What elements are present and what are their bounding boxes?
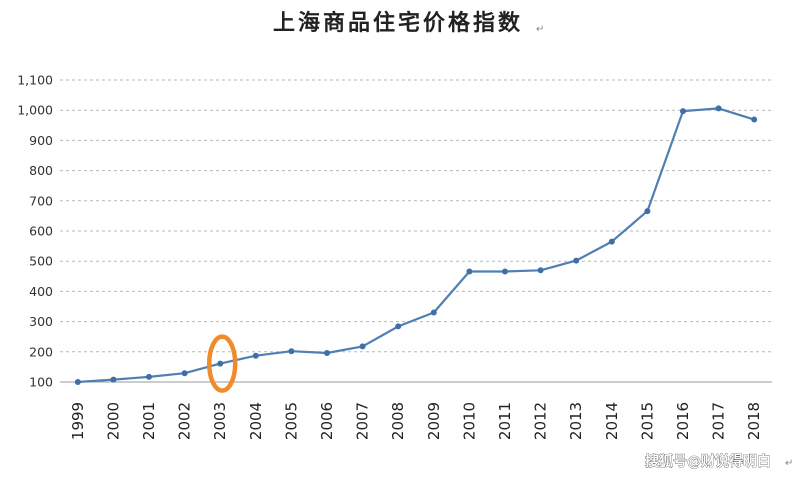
grid-lines <box>60 79 772 353</box>
data-point <box>608 238 615 245</box>
y-tick-label: 600 <box>29 224 53 239</box>
x-tick-label: 2010 <box>460 402 478 440</box>
data-points <box>74 105 758 385</box>
x-tick-label: 2004 <box>247 402 265 440</box>
data-point <box>74 379 81 385</box>
watermark-paragraph-mark: ↵ <box>785 458 793 469</box>
data-point <box>430 309 437 316</box>
data-point <box>181 370 188 377</box>
data-point <box>573 257 580 264</box>
x-tick-label: 2012 <box>532 402 550 440</box>
x-tick-label: 2008 <box>389 402 407 440</box>
data-point <box>680 108 686 115</box>
x-tick-label: 2018 <box>745 402 763 440</box>
x-tick-label: 2005 <box>282 402 300 440</box>
x-tick-label: 1999 <box>69 402 87 440</box>
x-tick-label: 2007 <box>354 402 372 440</box>
x-tick-label: 2000 <box>104 402 122 440</box>
x-tick-label: 2016 <box>674 402 692 440</box>
data-point <box>146 373 152 380</box>
data-point <box>324 350 330 357</box>
y-tick-label: 400 <box>29 284 53 299</box>
title-paragraph-mark: ↵ <box>536 24 544 35</box>
chart-title: 上海商品住宅价格指数 <box>273 10 523 36</box>
x-tick-label: 2001 <box>140 402 158 440</box>
x-tick-label: 2011 <box>496 402 514 440</box>
x-axis-ticks: 1999 2000 2001 2002 2003 2004 2005 2006 2007 2008… <box>69 402 763 440</box>
data-point <box>466 268 473 275</box>
x-tick-label: 2014 <box>603 402 621 440</box>
data-point <box>715 105 722 112</box>
x-tick-label: 2003 <box>211 402 229 440</box>
data-point <box>395 323 402 330</box>
data-point <box>751 116 758 123</box>
y-tick-label: 900 <box>29 133 53 148</box>
highlight-circle <box>206 334 238 393</box>
data-point <box>217 360 224 367</box>
x-tick-label: 2013 <box>567 402 585 440</box>
y-tick-label: 700 <box>29 193 53 208</box>
y-tick-label: 1,100 <box>17 73 53 88</box>
data-point <box>110 376 117 383</box>
y-tick-label: 1,000 <box>17 103 53 118</box>
data-point <box>537 267 544 274</box>
data-point <box>644 208 651 215</box>
y-tick-label: 800 <box>29 163 53 178</box>
y-tick-label: 100 <box>29 375 53 390</box>
x-tick-label: 2015 <box>638 402 656 440</box>
y-tick-label: 200 <box>29 344 53 359</box>
y-tick-label: 500 <box>29 254 53 269</box>
series-line <box>77 107 755 384</box>
data-point <box>502 268 508 275</box>
data-point <box>359 343 366 350</box>
x-tick-label: 2006 <box>318 402 336 440</box>
watermark-text: 搜狐号@财说得明白 <box>645 453 771 470</box>
x-tick-label: 2017 <box>710 402 728 440</box>
x-tick-label: 2002 <box>176 402 194 440</box>
y-axis-ticks: 100 200 300 400 500 600 700 800 900 1,000 1,100 <box>17 73 53 390</box>
data-point <box>288 348 295 355</box>
y-tick-label: 300 <box>29 314 53 329</box>
data-point <box>252 352 259 359</box>
x-tick-label: 2009 <box>425 402 443 440</box>
